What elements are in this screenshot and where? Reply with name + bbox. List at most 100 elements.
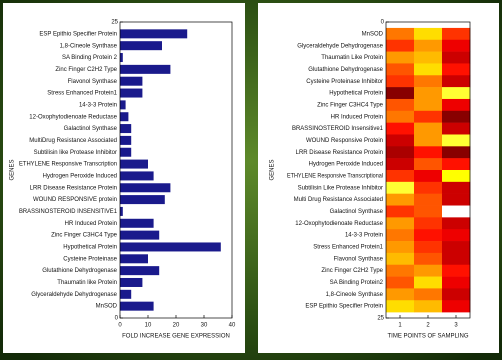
- heatmap-cell: [386, 28, 414, 40]
- heatmap-cell: [442, 40, 470, 52]
- bar: [120, 112, 128, 121]
- y-tick-label: LRR Disease Resistance Protein: [30, 185, 117, 191]
- y-tick-label: Glyceraldehyde Dehydrogenase: [297, 43, 383, 49]
- heatmap-cell: [386, 123, 414, 135]
- x-tick-label: 30: [201, 323, 208, 329]
- y-tick-label: Hypothetical Protein: [329, 91, 383, 97]
- bar: [120, 89, 142, 98]
- heatmap-cell: [414, 134, 442, 146]
- heatmap-cell: [386, 87, 414, 99]
- heatmap-cell: [414, 265, 442, 277]
- y-tick-label: 14-3-3 Protein: [79, 102, 117, 108]
- heatmap-cell: [386, 63, 414, 75]
- y-tick-label: Zinc Finger C2H2 Type: [321, 268, 383, 274]
- heatmap-cell: [442, 229, 470, 241]
- heatmap-cell: [414, 40, 442, 52]
- bar: [120, 302, 154, 311]
- y-tick-label: ETHYLENE Responsive Transcriptional: [287, 173, 383, 179]
- bar: [120, 77, 142, 86]
- heatmap-cell: [414, 277, 442, 289]
- bar: [120, 160, 148, 169]
- heatmap-cell: [386, 253, 414, 265]
- x-tick-label: 40: [229, 323, 236, 329]
- y-tick-label: HR Induced Protein: [331, 114, 383, 120]
- heatmap-cell: [414, 75, 442, 87]
- heatmap-cell: [414, 229, 442, 241]
- heatmap-cell: [414, 194, 442, 206]
- x-axis-label: TIME POINTS OF SAMPLING: [387, 334, 468, 340]
- heatmap-cell: [386, 99, 414, 111]
- heatmap-cell: [442, 28, 470, 40]
- heatmap-cell: [442, 123, 470, 135]
- y-tick-label: Zinc Finger C3HC4 Type: [317, 102, 384, 108]
- y-tick-label: Glutathione Dehydrogenase: [42, 268, 117, 274]
- y-tick-label: Hypothetical Protein: [63, 245, 117, 251]
- heatmap-cell: [442, 52, 470, 64]
- y-tick-label: MnSOD: [362, 31, 384, 37]
- heatmap-cell: [414, 217, 442, 229]
- heatmap-cell: [386, 241, 414, 253]
- heatmap-cell: [386, 134, 414, 146]
- heatmap-cell: [442, 87, 470, 99]
- heatmap-cell: [442, 63, 470, 75]
- heatmap-cell: [414, 206, 442, 218]
- heatmap-cell: [386, 158, 414, 170]
- y-tick-label: SA Binding Protein2: [330, 280, 384, 286]
- y-tick-label: SA Binding Protein 2: [62, 55, 118, 61]
- bar: [120, 100, 126, 109]
- heatmap-cell: [386, 229, 414, 241]
- heatmap-cell: [442, 146, 470, 158]
- heatmap-cell: [414, 63, 442, 75]
- heatmap-cell: [386, 288, 414, 300]
- bar: [120, 231, 159, 240]
- y-tick-label: Subtilisin like Protease Inhibitor: [34, 150, 117, 156]
- y-tick-label: WOUND Responsive Protein: [306, 138, 383, 144]
- x-axis-label: FOLD INCREASE GENE EXPRESSION: [122, 334, 230, 340]
- heatmap-cell: [442, 170, 470, 182]
- bar: [120, 124, 131, 133]
- y-tick-label: MnSOD: [96, 304, 118, 310]
- bar: [120, 266, 159, 275]
- heatmap-cell: [414, 182, 442, 194]
- y-tick-label: MultiDrug Resistance Associated: [29, 138, 117, 144]
- heatmap-cell: [442, 158, 470, 170]
- heatmap-cell: [386, 194, 414, 206]
- bar: [120, 53, 123, 62]
- chart: ESP Epithio Specifier Protein1,8-Cineole…: [0, 0, 502, 360]
- heatmap-cell: [414, 158, 442, 170]
- heatmap-cell: [386, 111, 414, 123]
- bar: [120, 290, 131, 299]
- bar: [120, 254, 148, 263]
- y-tick-label: ESP Epithio Specifier Protein: [305, 304, 383, 310]
- heatmap-cell: [442, 134, 470, 146]
- bar: [120, 148, 131, 157]
- y-axis-tick-label: 25: [377, 316, 384, 322]
- heatmap-cell: [386, 75, 414, 87]
- y-tick-label: BRASSINOSTEROID Insensitive1: [292, 126, 384, 132]
- y-tick-label: ETHYLENE Responsive Transcription: [19, 162, 117, 168]
- bar: [120, 65, 170, 74]
- y-tick-label: Glyceraldehyde Dehydrogenase: [31, 292, 117, 298]
- bar: [120, 136, 131, 145]
- heatmap-cell: [386, 170, 414, 182]
- x-tick-label: 20: [173, 323, 180, 329]
- bar: [120, 242, 221, 251]
- y-tick-label: Subtilisin Like Protease Inhibitor: [298, 185, 383, 191]
- heatmap-cell: [414, 253, 442, 265]
- heatmap-cell: [386, 217, 414, 229]
- heatmap-cell: [414, 300, 442, 312]
- heatmap-cell: [442, 217, 470, 229]
- y-tick-label: Glutathione Dehydrogenase: [308, 67, 383, 73]
- y-tick-label: Stress Enhanced Protein1: [47, 91, 117, 97]
- y-tick-label: LRR Disease Resistance Protein: [296, 150, 383, 156]
- heatmap-cell: [442, 206, 470, 218]
- heatmap-cell: [386, 300, 414, 312]
- heatmap-cell: [442, 277, 470, 289]
- page: ESP Epithio Specifier Protein1,8-Cineole…: [0, 0, 502, 360]
- heatmap-cell: [414, 87, 442, 99]
- y-tick-label: ESP Epithio Specifier Protein: [39, 31, 117, 37]
- bar: [120, 219, 154, 228]
- bar: [120, 29, 187, 38]
- heatmap-cell: [414, 241, 442, 253]
- y-tick-label: Stress Enhanced Protein1: [313, 245, 383, 251]
